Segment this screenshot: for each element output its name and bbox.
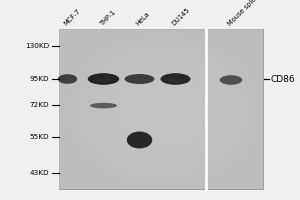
Text: 55KD: 55KD <box>30 134 50 140</box>
Text: THP-1: THP-1 <box>99 9 117 27</box>
Ellipse shape <box>58 74 77 84</box>
Ellipse shape <box>92 78 115 82</box>
Ellipse shape <box>220 75 242 85</box>
Ellipse shape <box>129 78 150 82</box>
Ellipse shape <box>160 73 190 85</box>
Text: 130KD: 130KD <box>25 43 50 49</box>
Text: DU145: DU145 <box>171 7 191 27</box>
Ellipse shape <box>90 103 117 108</box>
Ellipse shape <box>127 132 152 148</box>
Text: HeLa: HeLa <box>135 11 151 27</box>
Text: MCF-7: MCF-7 <box>63 8 82 27</box>
Text: 43KD: 43KD <box>30 170 50 176</box>
Bar <box>58 29 262 189</box>
Ellipse shape <box>165 78 186 82</box>
Ellipse shape <box>88 73 119 85</box>
Ellipse shape <box>124 74 154 84</box>
Text: CD86: CD86 <box>271 74 295 84</box>
Text: 95KD: 95KD <box>30 76 50 82</box>
Text: 72KD: 72KD <box>30 102 50 108</box>
Ellipse shape <box>223 80 239 82</box>
Text: Mouse spleen: Mouse spleen <box>227 0 263 27</box>
Ellipse shape <box>61 79 74 81</box>
